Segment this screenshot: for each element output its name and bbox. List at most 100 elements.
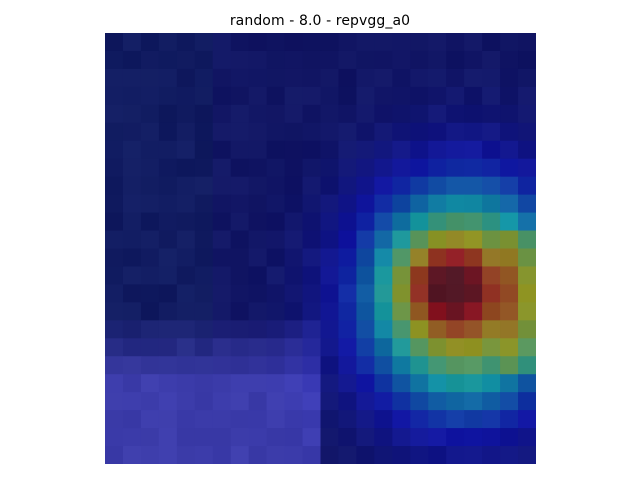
heatmap-cell: [320, 194, 340, 214]
heatmap-cell: [410, 392, 429, 411]
heatmap-cell: [392, 212, 411, 232]
heatmap-cell: [230, 176, 250, 196]
heatmap-cell: [302, 284, 322, 303]
heatmap-cell: [158, 302, 178, 321]
heatmap-cell: [122, 140, 142, 160]
heatmap-cell: [446, 374, 465, 393]
heatmap-cell: [464, 158, 483, 178]
heatmap-cell: [105, 176, 124, 196]
heatmap-cell: [482, 248, 501, 268]
heatmap-cell: [356, 33, 375, 52]
heatmap-cell: [518, 302, 536, 321]
heatmap-cell: [105, 140, 124, 160]
heatmap-cell: [500, 320, 519, 339]
heatmap-cell: [446, 410, 465, 429]
heatmap-cell: [338, 86, 358, 106]
heatmap-cell: [428, 230, 447, 250]
heatmap-cell: [212, 194, 232, 214]
heatmap-cell: [356, 284, 375, 303]
heatmap-cell: [446, 212, 465, 232]
heatmap-cell: [410, 194, 429, 214]
heatmap-cell: [266, 33, 286, 52]
heatmap-cell: [158, 392, 178, 411]
heatmap-cell: [356, 374, 375, 393]
heatmap-cell: [518, 194, 536, 214]
heatmap-cell: [284, 338, 304, 357]
heatmap-cell: [356, 302, 375, 321]
heatmap-cell: [284, 266, 304, 286]
heatmap-cell: [518, 320, 536, 339]
heatmap-cell: [248, 320, 268, 339]
heatmap-cell: [122, 158, 142, 178]
heatmap-cell: [105, 410, 124, 429]
heatmap-cell: [122, 302, 142, 321]
heatmap-cell: [230, 374, 250, 393]
heatmap-cell: [392, 140, 411, 160]
heatmap-cell: [248, 356, 268, 375]
heatmap-cell: [374, 104, 393, 124]
heatmap-cell: [410, 158, 429, 178]
heatmap-cell: [284, 446, 304, 464]
heatmap-cell: [248, 446, 268, 464]
heatmap-cell: [338, 176, 358, 196]
heatmap-cell: [284, 104, 304, 124]
heatmap-cell: [482, 68, 501, 88]
heatmap-cell: [356, 212, 375, 232]
heatmap-cell: [374, 320, 393, 339]
heatmap-cell: [500, 50, 519, 70]
heatmap-cell: [266, 212, 286, 232]
heatmap-cell: [410, 284, 429, 303]
heatmap-cell: [140, 230, 160, 250]
heatmap-cell: [248, 212, 268, 232]
heatmap-cell: [320, 392, 340, 411]
heatmap-cell: [158, 446, 178, 464]
heatmap-cell: [284, 302, 304, 321]
heatmap-cell: [320, 68, 340, 88]
heatmap-cell: [284, 122, 304, 142]
heatmap-cell: [194, 230, 214, 250]
heatmap-cell: [410, 266, 429, 286]
heatmap-cell: [105, 266, 124, 286]
heatmap-cell: [464, 176, 483, 196]
heatmap-cell: [410, 176, 429, 196]
heatmap-cell: [158, 266, 178, 286]
heatmap-cell: [410, 212, 429, 232]
heatmap-cell: [140, 86, 160, 106]
heatmap-cell: [374, 284, 393, 303]
heatmap-cell: [212, 212, 232, 232]
heatmap-cell: [410, 68, 429, 88]
heatmap-cell: [356, 248, 375, 268]
heatmap-cell: [266, 374, 286, 393]
heatmap-cell: [194, 410, 214, 429]
heatmap-cell: [392, 392, 411, 411]
heatmap-cell: [230, 410, 250, 429]
heatmap-cell: [374, 194, 393, 214]
heatmap-cell: [374, 212, 393, 232]
heatmap-cell: [194, 33, 214, 52]
heatmap-cell: [482, 446, 501, 464]
heatmap-cell: [194, 266, 214, 286]
heatmap-cell: [464, 266, 483, 286]
heatmap-cell: [266, 50, 286, 70]
heatmap-cell: [158, 158, 178, 178]
heatmap-cell: [212, 230, 232, 250]
heatmap-cell: [158, 248, 178, 268]
heatmap-cell: [428, 122, 447, 142]
heatmap-cell: [338, 320, 358, 339]
heatmap-cell: [518, 176, 536, 196]
heatmap-cell: [158, 140, 178, 160]
heatmap-cell: [518, 140, 536, 160]
heatmap-cell: [230, 50, 250, 70]
heatmap-cell: [446, 338, 465, 357]
heatmap-cell: [446, 428, 465, 447]
heatmap-cell: [518, 248, 536, 268]
heatmap-cell: [482, 230, 501, 250]
heatmap-cell: [338, 122, 358, 142]
heatmap-cell: [158, 68, 178, 88]
heatmap-cell: [392, 33, 411, 52]
heatmap-cell: [320, 374, 340, 393]
heatmap-cell: [284, 194, 304, 214]
heatmap-cell: [212, 122, 232, 142]
heatmap-cell: [338, 158, 358, 178]
heatmap-cell: [428, 446, 447, 464]
